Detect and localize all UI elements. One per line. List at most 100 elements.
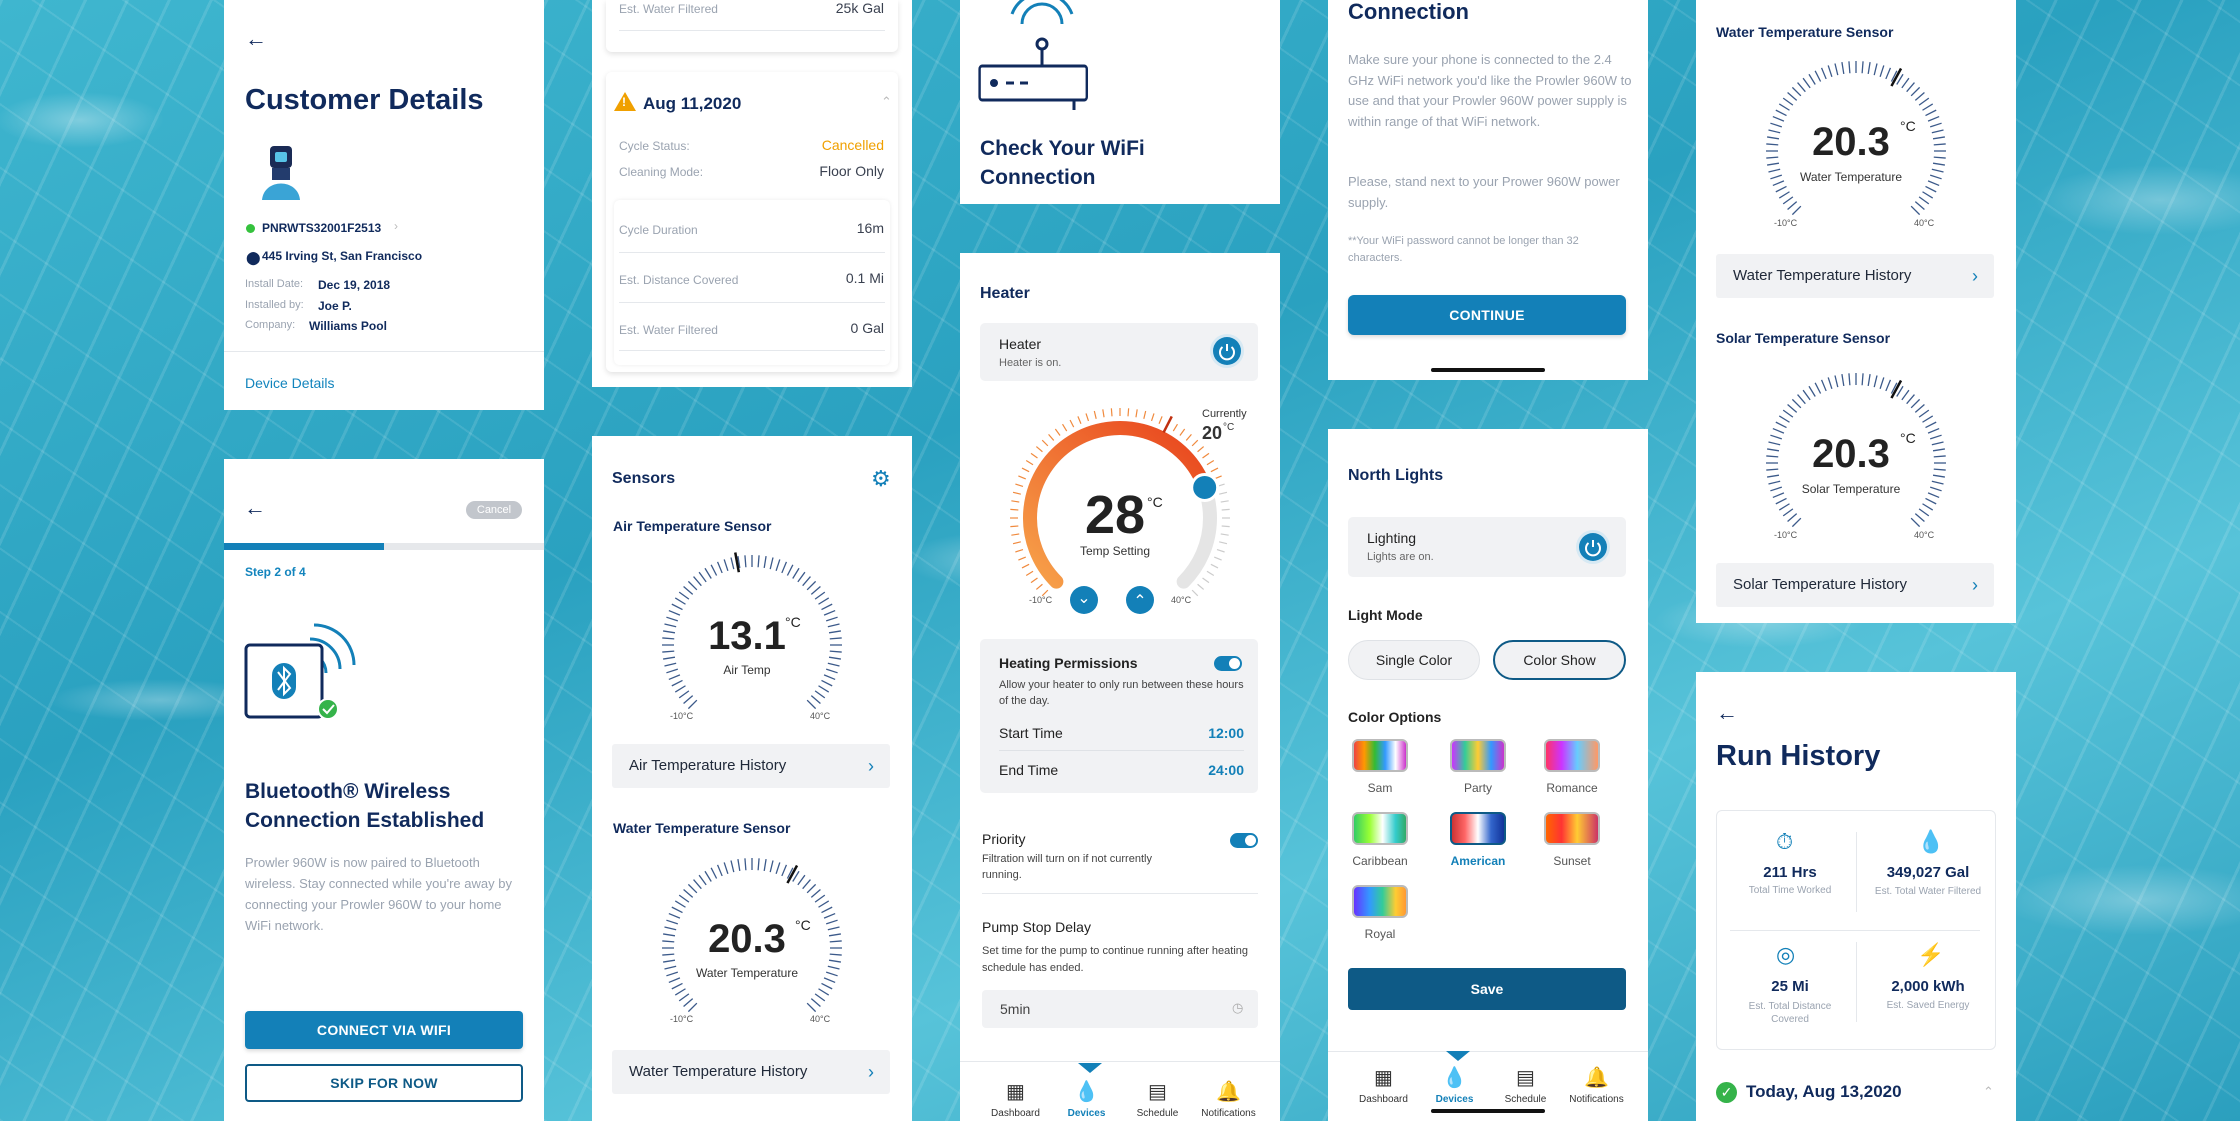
heater-dial[interactable] — [1000, 403, 1240, 623]
tab-notifications[interactable]: 🔔 Notifications — [1193, 1079, 1264, 1119]
divider — [619, 30, 885, 31]
status-dot — [246, 224, 255, 233]
pump-delay-input[interactable] — [982, 990, 1258, 1028]
tab-schedule[interactable]: ▤ Schedule — [1122, 1079, 1193, 1119]
swatch-sunset[interactable] — [1544, 812, 1600, 845]
duration-label: Cycle Duration — [619, 223, 698, 237]
connect-wifi-button[interactable]: CONNECT VIA WIFI — [245, 1011, 523, 1049]
dial-tick — [1021, 467, 1030, 473]
energy-label: Est. Saved Energy — [1886, 1000, 1970, 1011]
temp-setting-label: Temp Setting — [1079, 544, 1151, 558]
dial-tick — [1220, 500, 1229, 503]
water-history-link[interactable]: Water Temperature History › — [612, 1050, 890, 1094]
drop-icon: 💧 — [1074, 1081, 1099, 1103]
swatch-party[interactable] — [1450, 739, 1506, 772]
single-color-button[interactable]: Single Color — [1348, 640, 1480, 680]
permissions-toggle[interactable] — [1214, 656, 1242, 671]
dial-min-label: -10°C — [1029, 595, 1053, 605]
heater-card[interactable] — [980, 323, 1258, 381]
chevron-up-icon[interactable]: ⌃ — [881, 94, 892, 109]
air-unit: °C — [785, 614, 801, 630]
start-time-value[interactable]: 12:00 — [1208, 725, 1244, 741]
back-arrow-icon[interactable]: ← — [245, 26, 267, 51]
dial-tick — [1041, 589, 1049, 597]
priority-toggle[interactable] — [1230, 833, 1258, 848]
wifi-check-screen: Check Your WiFi Connection — [960, 0, 1280, 204]
dial-tick — [1185, 433, 1192, 441]
air-max-label: 40°C — [810, 711, 831, 721]
dial-tick — [1158, 416, 1163, 424]
check-icon: ✓ — [1716, 1082, 1737, 1103]
dial-tick — [1062, 423, 1068, 432]
swatch-royal[interactable] — [1352, 885, 1408, 918]
distance-label: Est. Distance Covered — [619, 273, 739, 287]
dial-tick — [1041, 439, 1049, 447]
solar-history-link[interactable]: Solar Temperature History › — [1716, 563, 1994, 607]
calendar-icon: ▤ — [1148, 1081, 1167, 1103]
decrease-button[interactable]: ⌄ — [1070, 586, 1098, 614]
back-arrow-icon[interactable]: ← — [1716, 700, 1738, 725]
water-min-label: -10°C — [1774, 218, 1798, 228]
save-button[interactable]: Save — [1348, 968, 1626, 1010]
start-time-label: Start Time — [999, 725, 1063, 741]
color-show-button[interactable]: Color Show — [1493, 640, 1626, 680]
continue-button[interactable]: CONTINUE — [1348, 295, 1626, 335]
end-time-value[interactable]: 24:00 — [1208, 762, 1244, 778]
swatch-caribbean[interactable] — [1352, 812, 1408, 845]
instructions-p1: Make sure your phone is connected to the… — [1348, 52, 1632, 129]
power-icon[interactable] — [1213, 337, 1241, 365]
chevron-right-icon: › — [1972, 266, 1978, 286]
tab-devices[interactable]: 💧 Devices — [1051, 1079, 1122, 1119]
dial-fill — [1023, 421, 1212, 589]
water-label: Est. Water Filtered — [619, 323, 718, 337]
tab-devices[interactable]: 💧 Devices — [1419, 1065, 1490, 1105]
tab-notifications[interactable]: 🔔 Notifications — [1561, 1065, 1632, 1105]
back-arrow-icon[interactable]: ← — [244, 495, 266, 520]
power-icon[interactable] — [1579, 533, 1607, 561]
dial-tick — [1150, 413, 1155, 422]
dial-tick — [1025, 570, 1034, 576]
password-note: **Your WiFi password cannot be longer th… — [1348, 235, 1579, 264]
cancel-button[interactable]: Cancel — [466, 501, 522, 519]
gallons-label: Est. Total Water Filtered — [1874, 886, 1982, 897]
chevron-up-icon[interactable]: ⌃ — [1983, 1084, 1994, 1099]
divider — [619, 350, 885, 351]
serial-number[interactable]: PNRWTS32001F2513 — [262, 221, 382, 235]
tab-active-notch — [1078, 1063, 1102, 1073]
water-history-label: Water Temperature History — [629, 1063, 808, 1080]
dial-tick — [1025, 460, 1034, 466]
drop-icon: 💧 — [1442, 1067, 1467, 1089]
chevron-right-icon: › — [868, 1062, 874, 1082]
swatch-sam[interactable] — [1352, 739, 1408, 772]
dashboard-icon: ▦ — [1006, 1081, 1025, 1103]
air-min-label: -10°C — [670, 711, 694, 721]
dial-tick — [1012, 541, 1021, 545]
dial-tick — [1221, 508, 1230, 511]
progress-fill — [224, 543, 384, 550]
tab-schedule[interactable]: ▤ Schedule — [1490, 1065, 1561, 1105]
swatch-romance[interactable] — [1544, 739, 1600, 772]
increase-button[interactable]: ⌃ — [1126, 586, 1154, 614]
install-date: Dec 19, 2018 — [318, 278, 391, 292]
swatch-american[interactable] — [1450, 812, 1506, 845]
bluetooth-illustration-icon — [244, 609, 384, 720]
skip-button[interactable]: SKIP FOR NOW — [245, 1064, 523, 1102]
dial-tick — [1012, 491, 1021, 495]
water-unit: °C — [795, 917, 811, 933]
tab-dashboard[interactable]: ▦ Dashboard — [1348, 1065, 1419, 1105]
air-history-link[interactable]: Air Temperature History › — [612, 744, 890, 788]
divider — [982, 893, 1258, 894]
water-sensor-title: Water Temperature Sensor — [613, 820, 791, 836]
bell-icon: 🔔 — [1216, 1081, 1241, 1103]
tab-label: Notifications — [1569, 1094, 1624, 1105]
tab-divider — [960, 1061, 1280, 1062]
dial-tick — [1048, 433, 1055, 441]
device-details-link[interactable]: Device Details — [245, 375, 335, 391]
water-history-link[interactable]: Water Temperature History › — [1716, 254, 1994, 298]
currently-unit: °C — [1223, 422, 1235, 433]
gear-icon[interactable]: ⚙ — [871, 466, 891, 491]
top-water-value: 25k Gal — [835, 0, 884, 16]
swatch-label: Party — [1463, 781, 1492, 795]
tab-dashboard[interactable]: ▦ Dashboard — [980, 1079, 1051, 1119]
mode-value: Floor Only — [819, 163, 884, 179]
